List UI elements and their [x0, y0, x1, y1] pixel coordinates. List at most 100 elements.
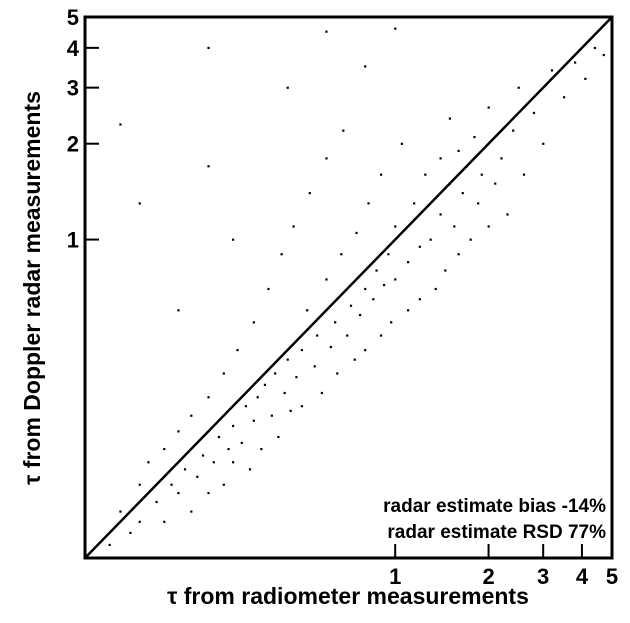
point	[231, 461, 235, 464]
point	[236, 348, 239, 352]
point	[313, 365, 316, 368]
point	[163, 447, 166, 451]
x-tick-label: 4	[576, 564, 589, 589]
point	[355, 231, 358, 235]
point	[506, 213, 509, 216]
point	[487, 106, 490, 109]
point	[300, 348, 304, 352]
point	[593, 46, 596, 50]
point	[277, 435, 280, 439]
point	[394, 27, 397, 30]
point	[439, 213, 442, 216]
point	[240, 441, 243, 445]
point	[231, 424, 235, 428]
point	[316, 334, 319, 337]
x-tick-label: 3	[537, 564, 549, 589]
y-axis-title: τ from Doppler radar measurements	[19, 91, 45, 485]
point	[306, 309, 309, 312]
point	[342, 129, 345, 132]
y-tick-label: 4	[67, 36, 80, 61]
point	[170, 483, 173, 486]
point	[453, 225, 456, 228]
point	[207, 46, 210, 50]
point	[457, 149, 460, 153]
point	[434, 287, 437, 291]
point	[244, 405, 248, 408]
point	[418, 298, 421, 301]
point	[379, 173, 383, 176]
point	[286, 86, 289, 89]
point	[147, 461, 150, 464]
point	[207, 165, 210, 168]
point	[480, 173, 483, 176]
point	[274, 372, 277, 375]
point	[574, 61, 577, 64]
y-tick-label: 3	[67, 76, 79, 101]
point	[300, 405, 304, 408]
point	[375, 269, 378, 272]
point	[119, 510, 122, 513]
point	[248, 468, 252, 471]
point	[138, 520, 141, 523]
point	[292, 225, 295, 228]
point	[289, 409, 292, 412]
y-tick-label: 1	[67, 228, 79, 253]
point	[119, 123, 122, 126]
point	[367, 202, 370, 205]
point	[163, 520, 166, 523]
point	[325, 157, 328, 160]
point	[424, 173, 427, 176]
point	[177, 430, 180, 433]
point	[260, 447, 263, 451]
point	[286, 358, 289, 361]
point	[212, 461, 215, 464]
point	[227, 447, 230, 451]
y-tick-label: 2	[67, 132, 79, 157]
x-tick-label: 5	[606, 564, 618, 589]
point	[477, 202, 480, 205]
point	[602, 53, 605, 57]
point	[201, 454, 205, 457]
point	[379, 334, 383, 337]
point	[400, 142, 403, 145]
point	[320, 391, 324, 395]
point	[364, 65, 367, 68]
point	[394, 278, 397, 281]
point	[280, 253, 283, 256]
point	[418, 245, 421, 248]
annotation: radar estimate RSD 77%	[387, 522, 606, 543]
point	[252, 419, 255, 422]
point	[394, 225, 397, 228]
point	[349, 304, 353, 307]
point	[517, 86, 520, 89]
point	[364, 348, 367, 352]
point	[267, 287, 270, 291]
point	[183, 468, 187, 471]
point	[562, 96, 566, 99]
point	[256, 396, 259, 399]
point	[469, 238, 472, 241]
point	[522, 173, 526, 176]
point	[138, 483, 141, 486]
point	[190, 414, 193, 417]
point	[340, 253, 343, 256]
point	[439, 157, 442, 160]
y-tick-label: 5	[67, 5, 79, 30]
point	[217, 435, 221, 439]
point	[222, 483, 225, 486]
point	[329, 345, 332, 349]
point	[353, 358, 356, 361]
point	[336, 372, 339, 375]
point	[512, 129, 515, 132]
point	[108, 543, 111, 547]
point	[532, 111, 536, 115]
point	[196, 475, 199, 478]
point	[207, 492, 210, 495]
point	[138, 202, 141, 205]
point	[550, 69, 554, 72]
point	[295, 376, 298, 379]
point	[542, 142, 545, 145]
x-axis-title: τ from radiometer measurements	[167, 583, 529, 609]
reference-line	[84, 16, 613, 559]
